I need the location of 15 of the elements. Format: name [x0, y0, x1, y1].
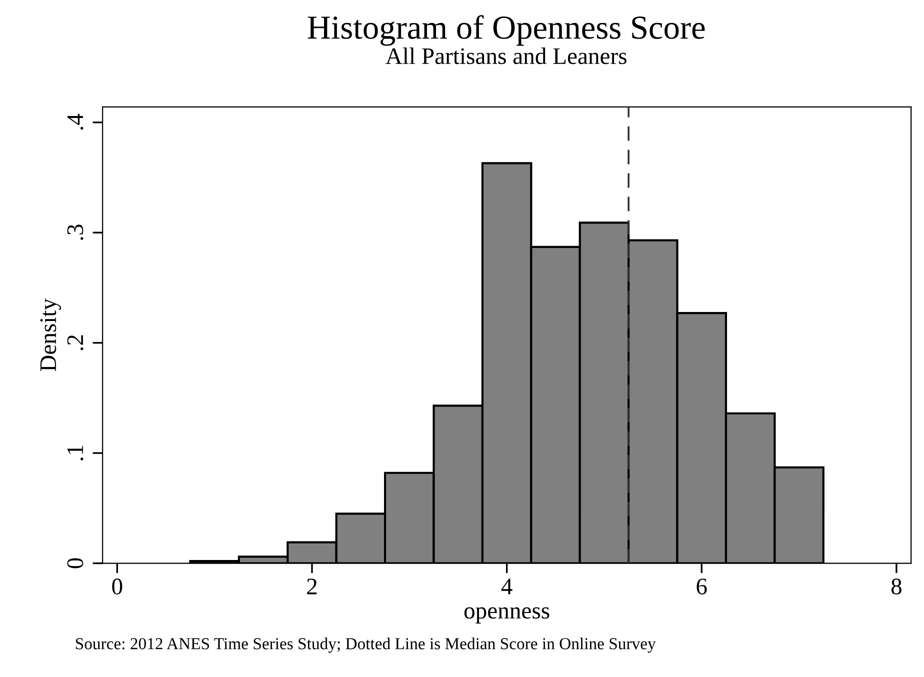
y-tick-label: 0	[67, 558, 84, 568]
chart-title: Histogram of Openness Score	[308, 15, 705, 46]
x-tick-label: 2	[307, 578, 317, 594]
source-note: Source: 2012 ANES Time Series Study; Dotted Line is Median Score in Online Survey	[76, 638, 656, 653]
y-tick-label: .4	[67, 114, 84, 130]
y-tick-label: .1	[67, 446, 84, 460]
chart-subtitle: All Partisans and Leaners	[386, 48, 626, 64]
y-tick-label: .2	[67, 335, 84, 350]
x-tick-label: 4	[501, 578, 512, 594]
y-tick-label: .3	[67, 224, 84, 240]
x-axis-title: openness	[464, 607, 550, 624]
x-tick-label: 0	[112, 578, 122, 594]
x-tick-label: 8	[891, 578, 902, 594]
x-tick-label: 6	[696, 578, 707, 594]
y-axis-title: Density	[40, 298, 62, 372]
